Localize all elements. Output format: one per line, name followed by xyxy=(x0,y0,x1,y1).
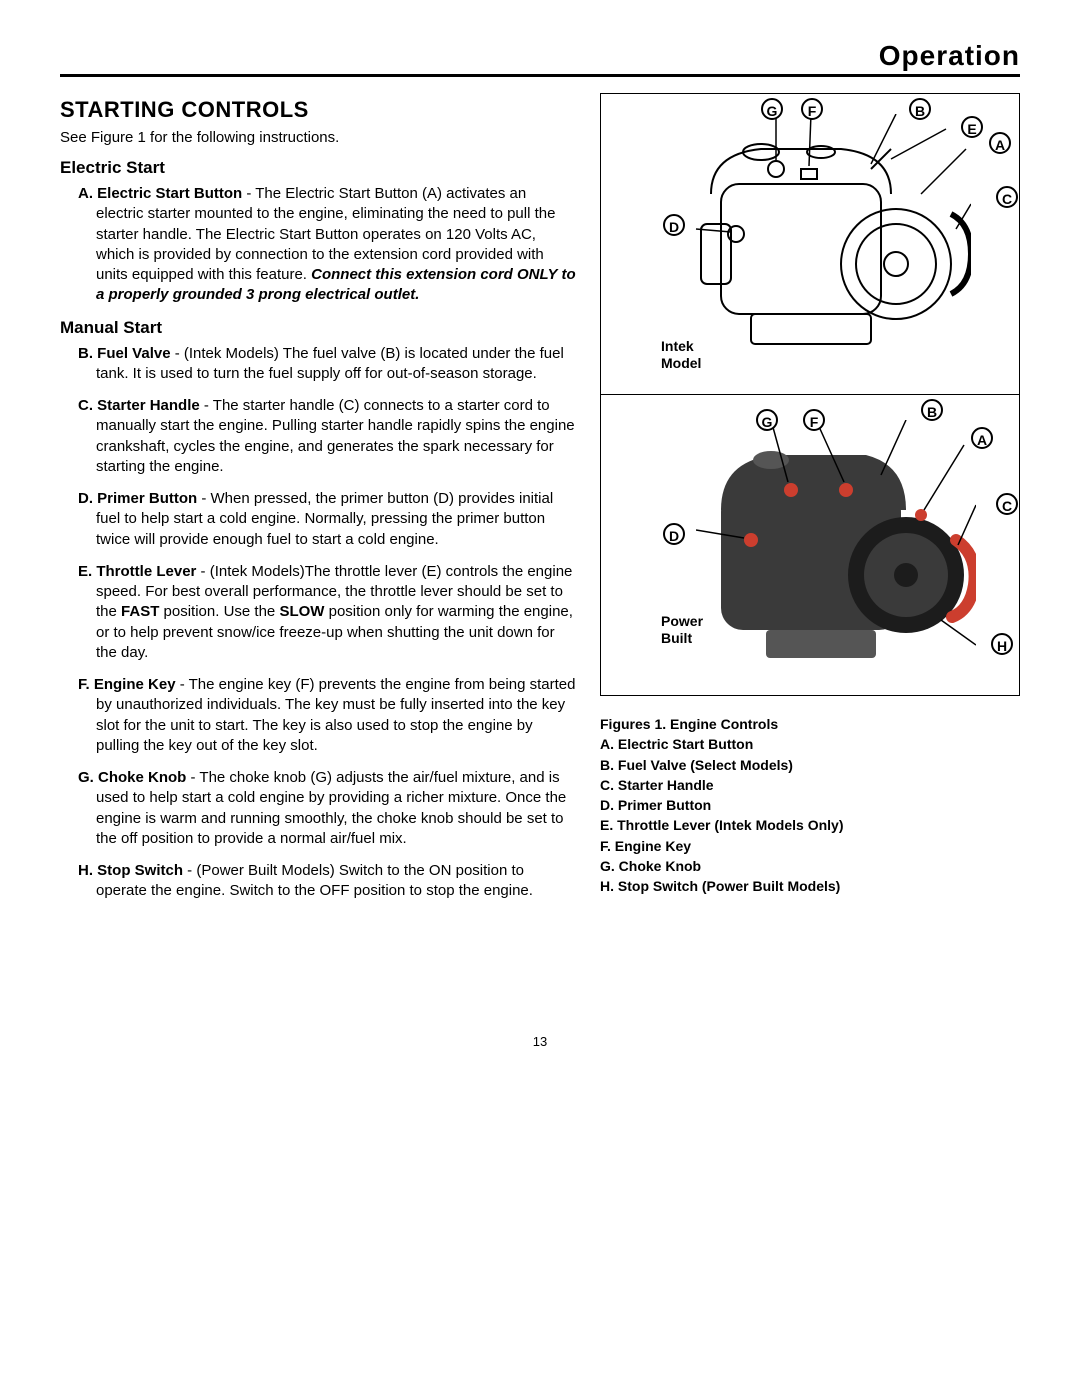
item-letter: E. xyxy=(78,563,92,580)
legend-line: F. Engine Key xyxy=(600,836,1020,856)
callout-d: D xyxy=(663,523,685,545)
right-column: G F B E A C D Intek Model xyxy=(600,93,1020,897)
intro-text: See Figure 1 for the following instructi… xyxy=(60,129,576,146)
subhead-manual-start: Manual Start xyxy=(60,318,576,338)
legend-line: B. Fuel Valve (Select Models) xyxy=(600,755,1020,775)
engine-diagram-intek xyxy=(691,114,971,374)
callout-b: B xyxy=(909,98,931,120)
figure-panel-intek: G F B E A C D Intek Model xyxy=(601,94,1019,394)
callout-d: D xyxy=(663,214,685,236)
two-column-layout: STARTING CONTROLS See Figure 1 for the f… xyxy=(60,93,1020,914)
callout-a: A xyxy=(989,132,1011,154)
callout-e: E xyxy=(961,116,983,138)
item-stop-switch: H. Stop Switch - (Power Built Models) Sw… xyxy=(78,861,576,902)
item-lead: Choke Knob xyxy=(98,769,186,786)
item-engine-key: F. Engine Key - The engine key (F) preve… xyxy=(78,675,576,756)
engine-diagram-powerbuilt xyxy=(696,420,976,680)
electric-start-list: A. Electric Start Button - The Electric … xyxy=(60,184,576,306)
figure-legend: Figures 1. Engine Controls A. Electric S… xyxy=(600,714,1020,897)
page-number: 13 xyxy=(60,1034,1020,1049)
item-body-mid: position. Use the xyxy=(159,603,279,620)
item-letter: B. xyxy=(78,345,93,362)
item-electric-start-a: A. Electric Start Button - The Electric … xyxy=(78,184,576,306)
callout-b: B xyxy=(921,399,943,421)
callout-a: A xyxy=(971,427,993,449)
section-header: Operation xyxy=(60,40,1020,77)
legend-line: G. Choke Knob xyxy=(600,856,1020,876)
item-bold-fast: FAST xyxy=(121,603,159,620)
item-lead: Engine Key xyxy=(94,676,176,693)
figure-box: G F B E A C D Intek Model xyxy=(600,93,1020,696)
callout-h: H xyxy=(991,633,1013,655)
item-letter: G. xyxy=(78,769,94,786)
panel-label-intek: Intek Model xyxy=(661,338,701,372)
callout-c: C xyxy=(996,186,1018,208)
callout-c: C xyxy=(996,493,1018,515)
legend-line: E. Throttle Lever (Intek Models Only) xyxy=(600,815,1020,835)
callout-f: F xyxy=(801,98,823,120)
item-lead: Throttle Lever xyxy=(96,563,196,580)
callout-g: G xyxy=(756,409,778,431)
legend-title: Figures 1. Engine Controls xyxy=(600,714,1020,734)
callout-g: G xyxy=(761,98,783,120)
item-lead: Primer Button xyxy=(97,490,197,507)
item-primer-button: D. Primer Button - When pressed, the pri… xyxy=(78,489,576,550)
left-column: STARTING CONTROLS See Figure 1 for the f… xyxy=(60,93,576,914)
item-lead: Electric Start Button xyxy=(97,185,242,202)
item-bold-slow: SLOW xyxy=(279,603,324,620)
item-letter: F. xyxy=(78,676,90,693)
item-throttle-lever: E. Throttle Lever - (Intek Models)The th… xyxy=(78,562,576,663)
subhead-electric-start: Electric Start xyxy=(60,158,576,178)
item-letter: D. xyxy=(78,490,93,507)
item-lead: Starter Handle xyxy=(97,397,200,414)
figure-panel-powerbuilt: G F B A C D H Power Built xyxy=(601,394,1019,695)
item-choke-knob: G. Choke Knob - The choke knob (G) adjus… xyxy=(78,768,576,849)
item-starter-handle: C. Starter Handle - The starter handle (… xyxy=(78,396,576,477)
item-letter: A. xyxy=(78,185,93,202)
callout-f: F xyxy=(803,409,825,431)
item-lead: Stop Switch xyxy=(97,862,183,879)
item-letter: C. xyxy=(78,397,93,414)
panel-label-powerbuilt: Power Built xyxy=(661,613,703,647)
item-fuel-valve: B. Fuel Valve - (Intek Models) The fuel … xyxy=(78,344,576,385)
legend-line: A. Electric Start Button xyxy=(600,734,1020,754)
manual-start-list: B. Fuel Valve - (Intek Models) The fuel … xyxy=(60,344,576,902)
page-title: STARTING CONTROLS xyxy=(60,97,576,123)
legend-line: C. Starter Handle xyxy=(600,775,1020,795)
legend-line: H. Stop Switch (Power Built Models) xyxy=(600,876,1020,896)
legend-line: D. Primer Button xyxy=(600,795,1020,815)
item-letter: H. xyxy=(78,862,93,879)
item-lead: Fuel Valve xyxy=(97,345,170,362)
